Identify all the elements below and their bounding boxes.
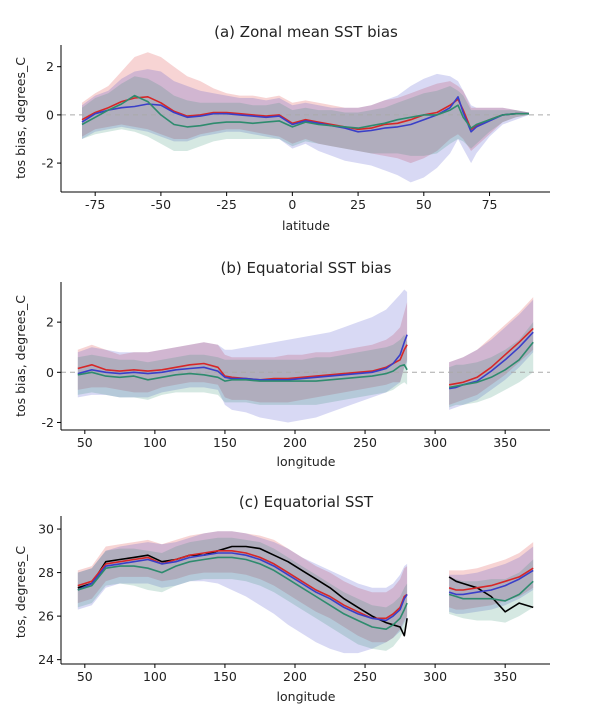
x-tick-label: 300	[423, 435, 447, 450]
series-line	[448, 331, 534, 390]
x-axis-label: longitude	[277, 454, 336, 469]
spread-band	[77, 531, 408, 643]
series-line	[77, 334, 408, 381]
spread-band	[449, 297, 534, 405]
x-tick-label: 200	[283, 435, 307, 450]
x-tick-label: 100	[143, 669, 167, 684]
spread-band	[449, 322, 534, 408]
x-tick-label: 250	[353, 435, 377, 450]
y-tick-label: -2	[42, 156, 54, 171]
series-line	[448, 569, 534, 596]
y-tick-label: 28	[38, 565, 54, 580]
series-line	[448, 567, 534, 591]
spread-band	[82, 52, 529, 164]
panel-title: (c) Equatorial SST	[239, 493, 374, 511]
x-axis-label: longitude	[277, 689, 336, 704]
x-tick-label: 100	[143, 435, 167, 450]
x-tick-label: -25	[216, 197, 236, 212]
x-tick-label: -50	[151, 197, 171, 212]
x-tick-label: 150	[213, 435, 237, 450]
series-line	[77, 550, 408, 620]
series-line	[448, 576, 534, 613]
series-line	[81, 96, 529, 133]
x-tick-label: 350	[493, 435, 517, 450]
x-tick-label: 50	[77, 669, 93, 684]
plot-area	[61, 289, 550, 423]
x-tick-label: 50	[77, 435, 93, 450]
series-line	[448, 327, 534, 386]
x-tick-label: -75	[85, 197, 105, 212]
x-tick-label: 25	[350, 197, 366, 212]
panel-equatorial-sst: (c) Equatorial SST longitude tos, degree…	[13, 493, 550, 704]
panel-title: (a) Zonal mean SST bias	[214, 23, 398, 41]
y-axis-label: tos bias, degrees_C	[13, 57, 28, 179]
plot-area	[77, 531, 534, 654]
y-tick-label: 24	[38, 652, 54, 667]
spread-band	[77, 289, 408, 423]
x-tick-label: 200	[283, 669, 307, 684]
y-tick-label: 26	[38, 609, 54, 624]
panel-zonal-mean-sst-bias: (a) Zonal mean SST bias latitude tos bia…	[13, 23, 550, 233]
x-tick-label: 300	[423, 669, 447, 684]
y-tick-label: 30	[38, 522, 54, 537]
x-tick-label: 75	[482, 197, 498, 212]
x-tick-label: 50	[416, 197, 432, 212]
panel-equatorial-sst-bias: (b) Equatorial SST bias longitude tos bi…	[13, 259, 550, 469]
series-line	[81, 94, 529, 129]
plot-area	[61, 52, 550, 183]
y-axis-label: tos bias, degrees_C	[13, 295, 28, 417]
spread-band	[82, 76, 529, 156]
series-line	[77, 552, 408, 622]
spread-band	[77, 537, 408, 651]
spread-band	[77, 334, 408, 405]
series-line	[448, 341, 534, 389]
y-tick-label: 2	[46, 315, 54, 330]
series-line	[77, 556, 408, 630]
series-line	[448, 580, 534, 602]
y-axis-label: tos, degrees_C	[13, 546, 28, 639]
y-tick-label: 2	[46, 59, 54, 74]
y-tick-label: 0	[46, 365, 54, 380]
spread-band	[82, 69, 529, 183]
x-tick-label: 250	[353, 669, 377, 684]
x-axis-label: latitude	[282, 218, 330, 233]
panel-title: (b) Equatorial SST bias	[221, 259, 392, 277]
x-tick-label: 150	[213, 669, 237, 684]
series-line	[77, 364, 408, 382]
y-tick-label: 0	[46, 107, 54, 122]
x-tick-label: 350	[493, 669, 517, 684]
y-tick-label: -2	[42, 415, 54, 430]
x-tick-label: 0	[288, 197, 296, 212]
